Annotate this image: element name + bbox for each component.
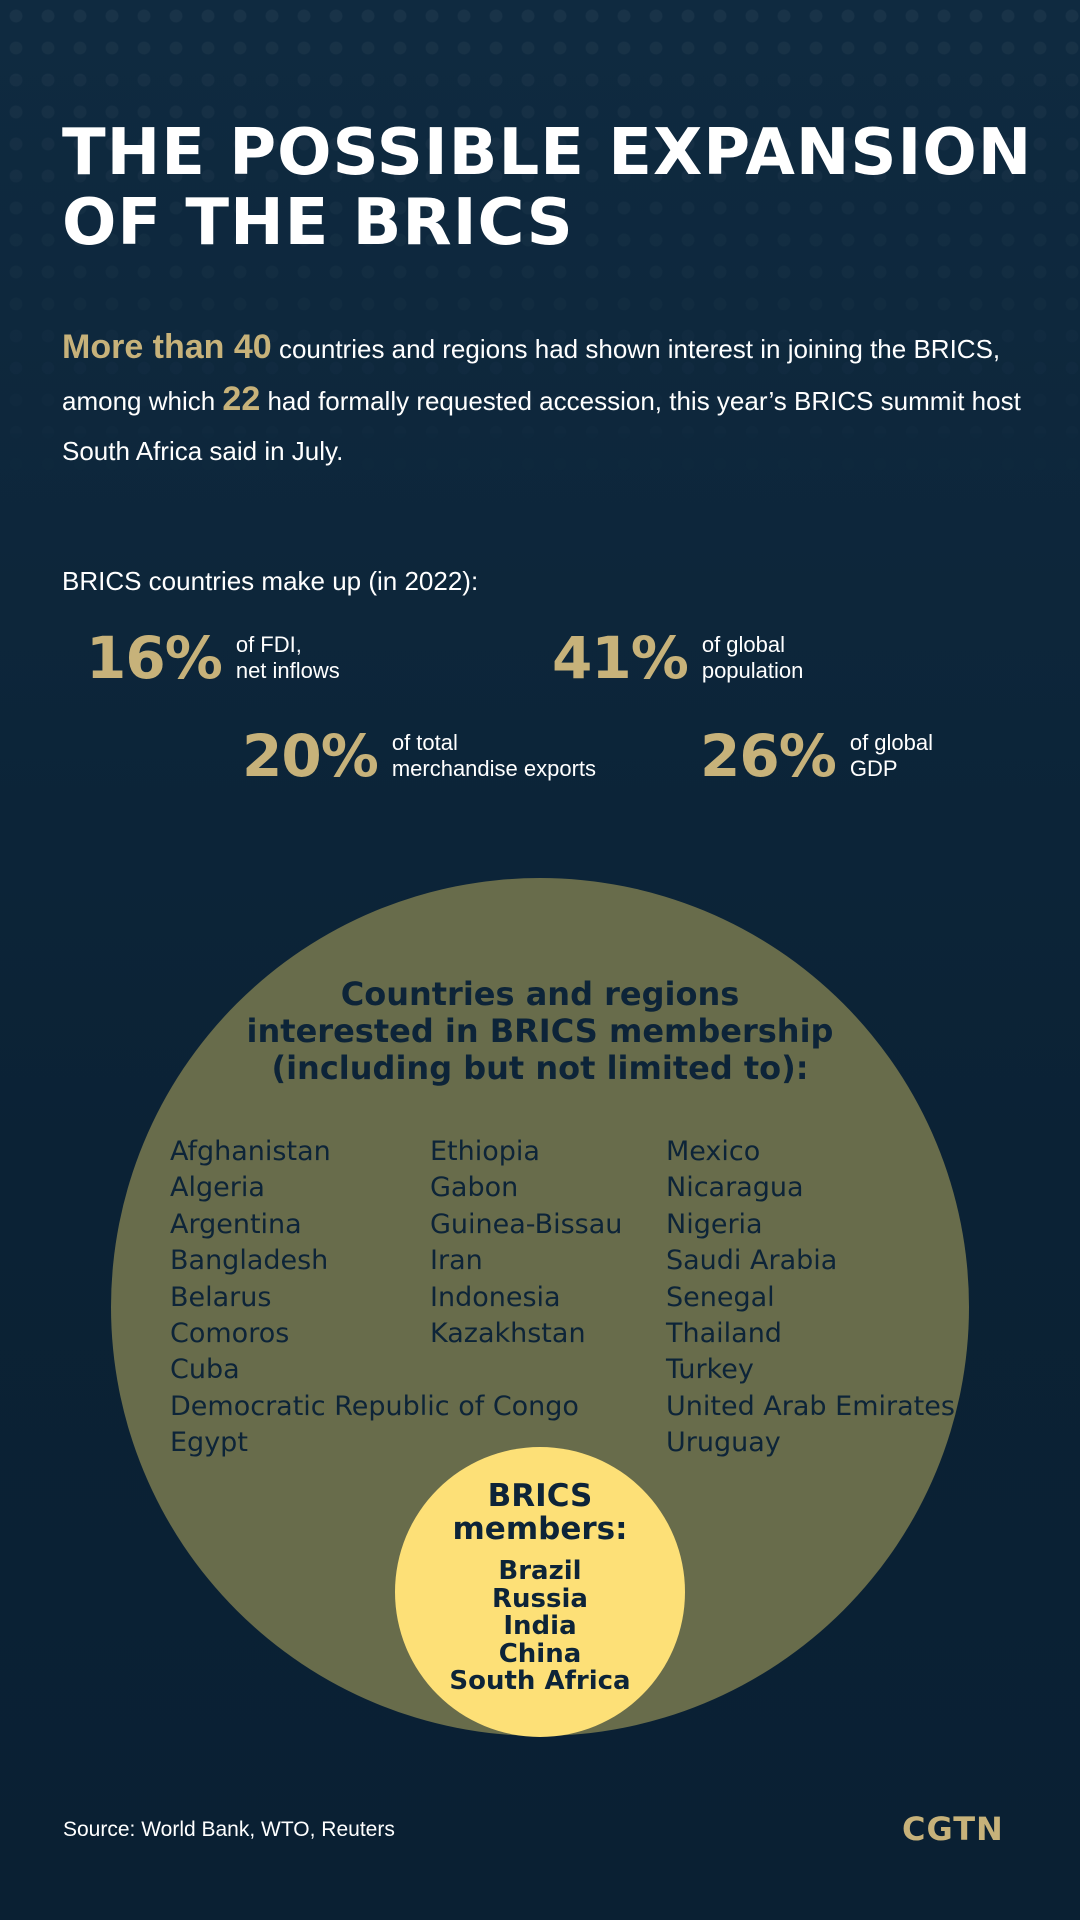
intro-highlight-22: 22: [222, 380, 261, 418]
stat-label: of global population: [701, 632, 804, 683]
intro-text-2: had formally requested accession, this y…: [62, 386, 1021, 466]
country-item: Uruguay: [666, 1427, 781, 1459]
stat-label: of global GDP: [849, 730, 934, 781]
country-item: Nicaragua: [666, 1172, 804, 1204]
dot-pattern-background: [0, 0, 1080, 560]
stat-value: 26%: [700, 722, 837, 790]
member-item: South Africa: [449, 1666, 631, 1696]
interested-title-line-2: interested in BRICS membership: [246, 1012, 834, 1050]
stat-exports: 20% of total merchandise exports: [242, 722, 662, 790]
member-item: China: [498, 1638, 582, 1669]
brics-members-list: Brazil Russia India China South Africa: [395, 1556, 685, 1696]
interested-countries-title: Countries and regions interested in BRIC…: [200, 976, 880, 1087]
members-title-line-2: members:: [452, 1511, 628, 1547]
stat-value: 16%: [86, 624, 223, 692]
intro-highlight-40: More than 40: [62, 328, 272, 366]
intro-paragraph: More than 40 countries and regions had s…: [62, 322, 1052, 476]
country-item: Mexico: [666, 1136, 761, 1167]
country-item: Iran: [430, 1245, 483, 1277]
country-list-column-3: Mexico Nicaragua Nigeria Saudi Arabia Se…: [666, 1134, 955, 1462]
country-item: Algeria: [170, 1172, 265, 1204]
title-line-1: THE POSSIBLE EXPANSION: [62, 116, 1033, 190]
country-item: Cuba: [170, 1354, 240, 1386]
brics-members-circle: [395, 1447, 685, 1737]
stat-population: 41% of global population: [552, 624, 972, 692]
country-item: Kazakhstan: [430, 1318, 586, 1350]
stat-fdi: 16% of FDI, net inflows: [86, 624, 506, 692]
stat-label: of FDI, net inflows: [235, 632, 340, 683]
country-item: Saudi Arabia: [666, 1245, 838, 1277]
source-note: Source: World Bank, WTO, Reuters: [63, 1818, 395, 1841]
interested-title-line-1: Countries and regions: [340, 975, 740, 1013]
country-item: Belarus: [170, 1281, 272, 1313]
country-item: Bangladesh: [170, 1245, 329, 1277]
brics-members-title: BRICS members:: [395, 1480, 685, 1546]
country-item: Guinea-Bissau: [430, 1208, 623, 1240]
stat-gdp: 26% of global GDP: [700, 722, 1080, 790]
country-item: Thailand: [666, 1318, 782, 1350]
interested-title-line-3: (including but not limited to):: [271, 1049, 809, 1087]
stat-value: 20%: [242, 722, 379, 790]
country-item: Gabon: [430, 1172, 519, 1204]
intro-text-1: countries and regions had shown interest…: [62, 334, 1001, 416]
member-item: India: [503, 1611, 577, 1641]
country-item: Turkey: [666, 1354, 754, 1386]
country-item: Egypt: [170, 1427, 248, 1459]
country-item: United Arab Emirates: [666, 1390, 955, 1422]
country-item: Democratic Republic of Congo: [170, 1390, 579, 1422]
country-item: Afghanistan: [170, 1136, 331, 1167]
country-item: Indonesia: [430, 1281, 561, 1313]
country-list-column-2: Ethiopia Gabon Guinea-Bissau Iran Indone…: [430, 1134, 622, 1352]
country-item: Senegal: [666, 1281, 775, 1313]
page-title: THE POSSIBLE EXPANSION OF THE BRICS: [62, 118, 1042, 258]
country-item: Nigeria: [666, 1208, 763, 1240]
stat-value: 41%: [552, 624, 689, 692]
cgtn-logo: CGTN: [902, 1810, 1004, 1848]
country-item: Comoros: [170, 1318, 290, 1350]
stats-intro: BRICS countries make up (in 2022):: [62, 566, 479, 596]
country-item: Argentina: [170, 1208, 302, 1240]
country-list-column-1: Afghanistan Algeria Argentina Bangladesh…: [170, 1134, 579, 1462]
country-item: Ethiopia: [430, 1136, 540, 1167]
member-item: Russia: [492, 1583, 588, 1614]
members-title-line-1: BRICS: [487, 1478, 593, 1514]
stat-label: of total merchandise exports: [391, 730, 597, 781]
member-item: Brazil: [498, 1556, 582, 1586]
title-line-2: OF THE BRICS: [62, 186, 574, 260]
